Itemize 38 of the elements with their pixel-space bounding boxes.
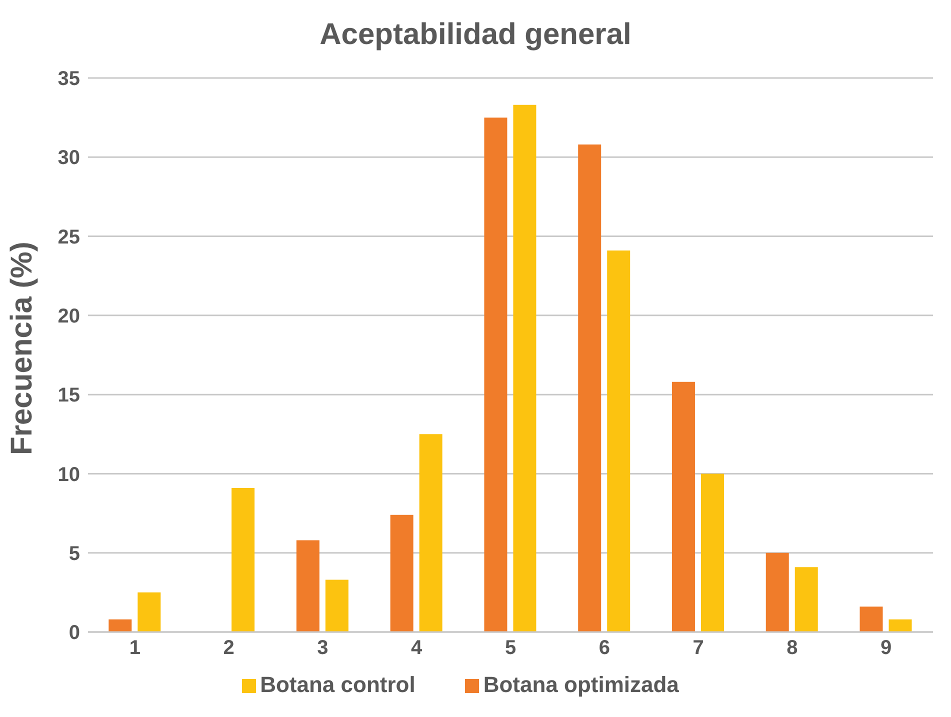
y-tick-label: 15 (58, 384, 80, 407)
bar (860, 606, 883, 632)
bar (484, 118, 508, 632)
y-tick-label: 10 (58, 464, 80, 486)
bar (232, 488, 255, 632)
bar (672, 382, 695, 632)
x-tick-label: 5 (504, 637, 516, 660)
x-tick-label: 8 (786, 637, 798, 660)
y-tick-label: 5 (68, 542, 80, 565)
bar (513, 104, 536, 632)
bar (700, 474, 724, 632)
bar (888, 619, 912, 632)
x-tick-label: 3 (317, 637, 328, 660)
bar (325, 580, 348, 632)
bar (766, 552, 789, 632)
bar (296, 540, 320, 632)
legend-label: Botana control (260, 672, 416, 697)
y-tick-label: 20 (58, 306, 80, 328)
y-tick-label: 30 (58, 147, 80, 170)
bar (794, 567, 818, 632)
bar (607, 250, 630, 632)
x-tick-label: 7 (692, 637, 704, 660)
y-tick-label: 0 (68, 622, 80, 644)
chart-title: Aceptabilidad general (318, 17, 632, 53)
x-tick-label: 9 (880, 637, 892, 660)
x-tick-label: 6 (598, 637, 610, 660)
x-tick-label: 4 (411, 637, 424, 660)
y-tick-label: 35 (58, 68, 80, 90)
x-tick-label: 2 (223, 637, 234, 660)
legend-label: Botana optimizada (483, 672, 679, 697)
bar (138, 592, 161, 632)
x-tick-label: 1 (129, 637, 141, 660)
bar (108, 619, 132, 632)
bar (390, 514, 414, 632)
bar (578, 144, 602, 632)
y-axis-title: Frecuencia (%) (6, 242, 39, 455)
bar (419, 434, 442, 632)
y-tick-label: 25 (58, 226, 80, 248)
